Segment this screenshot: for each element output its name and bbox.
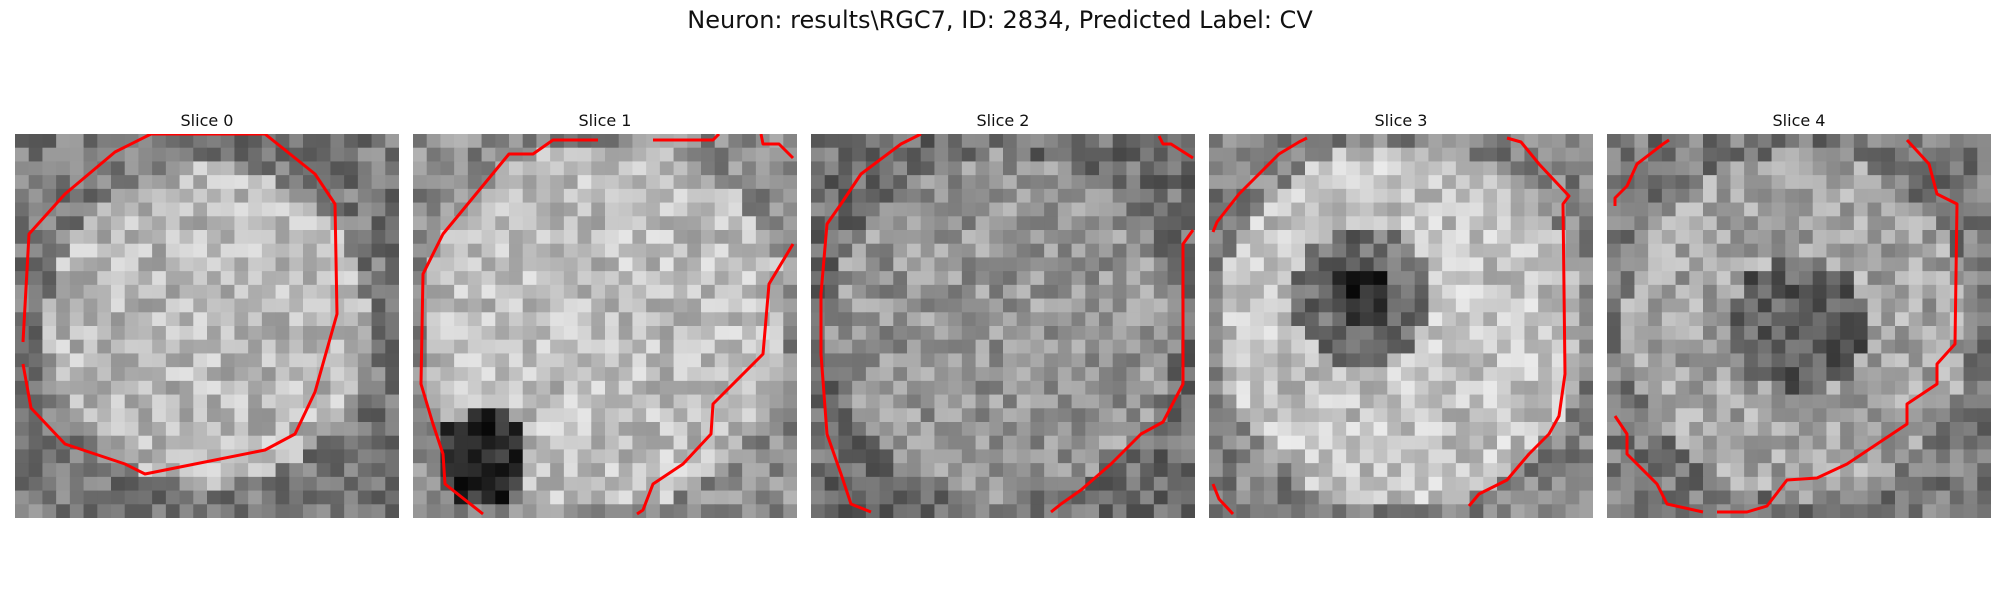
contour-line-right — [1050, 229, 1195, 514]
slice-panel-0: Slice 0 — [15, 108, 399, 518]
slice-image-1 — [413, 134, 797, 518]
contour-line-topright — [1157, 135, 1194, 160]
contour-line-bottomleft — [1613, 415, 1704, 514]
contour-line-topleft — [1613, 138, 1670, 206]
contour-line-top — [653, 134, 721, 142]
contour-line-left — [819, 134, 922, 514]
contour-line-topleft — [1211, 136, 1308, 233]
contour-line-right — [1717, 138, 1959, 514]
contour-line — [21, 134, 339, 476]
contour-line-right — [1467, 136, 1571, 507]
contour-line-corner — [759, 134, 795, 160]
slice-panel-1: Slice 1 — [413, 108, 797, 518]
contour-line-left — [419, 138, 598, 516]
contour-line-right — [636, 243, 795, 516]
slice-panel-2: Slice 2 — [811, 108, 1195, 518]
slice-title-1: Slice 1 — [578, 111, 632, 130]
slice-image-2 — [811, 134, 1195, 518]
slice-title-2: Slice 2 — [976, 111, 1030, 130]
slice-image-4 — [1607, 134, 1991, 518]
figure-title: Neuron: results\RGC7, ID: 2834, Predicte… — [687, 6, 1313, 34]
contour-line-bottomleft — [1211, 483, 1235, 516]
slice-image-0 — [15, 134, 399, 518]
slice-title-3: Slice 3 — [1374, 111, 1428, 130]
slice-title-4: Slice 4 — [1772, 111, 1826, 130]
slice-title-0: Slice 0 — [180, 111, 234, 130]
slice-panel-3: Slice 3 — [1209, 108, 1593, 518]
slice-image-3 — [1209, 134, 1593, 518]
slice-panel-4: Slice 4 — [1607, 108, 1991, 518]
